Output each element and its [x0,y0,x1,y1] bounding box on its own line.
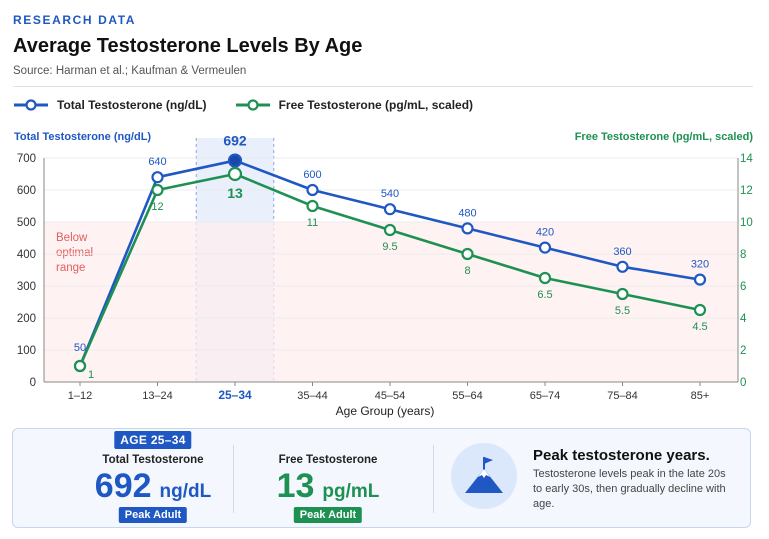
data-point-free [73,359,87,373]
data-label-total: 540 [381,188,399,200]
band-label: Below [56,232,88,244]
y-right-axis-title: Free Testosterone (pg/mL, scaled) [575,131,754,143]
y-right-tick-label: 12 [740,185,753,197]
total-stat-value: 692 ng/dL [53,467,253,506]
x-tick-label: 25–34 [218,388,252,402]
x-tick-label: 65–74 [530,390,561,402]
mountain-flag-icon [451,443,517,509]
x-tick-label: 13–24 [142,390,173,402]
x-axis-title: Age Group (years) [336,404,435,418]
x-tick-label: 55–64 [452,390,483,402]
data-label-total: 480 [458,207,476,219]
data-point-free [616,287,629,301]
data-point-free [151,183,164,197]
legend-label-free: Free Testosterone (pg/mL, scaled) [278,98,474,112]
y-right-tick-label: 4 [740,313,747,325]
y-left-tick-label: 400 [17,249,36,261]
data-point-free [306,199,319,213]
peak-description: Testosterone levels peak in the late 20s… [533,468,726,510]
data-label-total: 640 [148,156,166,168]
data-point-total [383,203,397,216]
x-tick-label: 85+ [691,390,710,402]
free-peak-pill: Peak Adult [293,507,363,523]
total-stat: AGE 25–34 Total Testosterone 692 ng/dL Pe… [53,429,253,527]
y-left-tick-label: 500 [17,217,36,229]
x-tick-label: 1–12 [68,390,92,402]
free-stat: Free Testosterone 13 pg/mL Peak Adult [228,429,428,527]
data-point-free [461,247,474,261]
data-label-total: 320 [691,259,709,271]
data-point-total [151,171,164,184]
band-label: range [56,262,85,274]
y-left-tick-label: 700 [17,153,36,165]
data-label-free: 11 [307,217,318,229]
data-label-total: 360 [613,246,631,258]
band-label: optimal [56,247,93,259]
data-point-free [538,271,552,285]
y-left-axis-title: Total Testosterone (ng/dL) [14,131,151,143]
age-badge: AGE 25–34 [114,431,192,449]
y-left-tick-label: 300 [17,281,36,293]
data-label-total: 600 [303,169,321,181]
header-divider [13,86,753,87]
data-point-free [227,166,243,182]
data-point-total [693,273,707,286]
data-point-total [461,222,474,235]
total-peak-pill: Peak Adult [118,507,188,523]
y-right-tick-label: 8 [740,249,746,261]
y-left-tick-label: 100 [17,345,36,357]
peak-title: Peak testosterone years. [533,447,710,464]
legend-swatch-total-icon [14,99,48,111]
data-label-free: 6.5 [537,289,552,301]
data-label-total: 50 [74,342,86,354]
total-value: 692 [94,467,152,505]
data-label-free: 12 [151,201,163,213]
legend-item-free: Free Testosterone (pg/mL, scaled) [235,98,474,112]
page-title: Average Testosterone Levels By Age [13,35,363,57]
y-left-tick-label: 200 [17,313,36,325]
legend-item-total: Total Testosterone (ng/dL) [13,98,207,112]
legend-label-total: Total Testosterone (ng/dL) [57,98,207,112]
data-label-free: 1 [88,369,94,381]
eyebrow-label: RESEARCH DATA [13,13,137,27]
y-right-tick-label: 2 [740,345,746,357]
panel-divider [433,445,434,513]
x-tick-label: 35–44 [297,390,328,402]
x-tick-label: 45–54 [375,390,406,402]
y-right-tick-label: 10 [740,217,753,229]
free-stat-value: 13 pg/mL [228,467,428,506]
summary-panel: AGE 25–34 Total Testosterone 692 ng/dL Pe… [12,428,751,528]
data-label-free: 8 [464,265,470,277]
below-optimal-band [44,222,738,382]
data-point-total [616,260,629,273]
y-left-tick-label: 600 [17,185,36,197]
data-label-free: 13 [227,185,243,201]
chart-legend: Total Testosterone (ng/dL) Free Testoste… [13,98,473,112]
data-label-total: 420 [536,227,554,239]
data-label-free: 4.5 [692,321,707,333]
data-label-total: 692 [223,133,247,149]
source-note: Source: Harman et al.; Kaufman & Vermeul… [13,65,247,77]
legend-swatch-free-icon [235,99,270,111]
data-point-total [306,183,319,197]
data-point-free [693,303,707,317]
total-unit: ng/dL [159,481,212,502]
data-label-free: 9.5 [382,241,397,253]
data-point-free [383,223,397,237]
y-right-tick-label: 6 [740,281,746,293]
y-right-tick-label: 0 [740,377,746,389]
free-unit: pg/mL [322,481,380,502]
data-label-free: 5.5 [615,305,630,317]
y-left-tick-label: 0 [30,377,36,389]
data-point-total [538,241,552,254]
total-stat-label: Total Testosterone [102,454,204,466]
data-point-total [227,153,243,168]
y-right-tick-label: 14 [740,153,753,165]
free-stat-label: Free Testosterone [278,454,378,466]
panel-divider [233,445,234,513]
line-chart: Below optimal range 0 100 200 300 400 500 600 700 0… [14,131,754,418]
free-value: 13 [276,467,315,505]
x-tick-label: 75–84 [607,390,638,402]
